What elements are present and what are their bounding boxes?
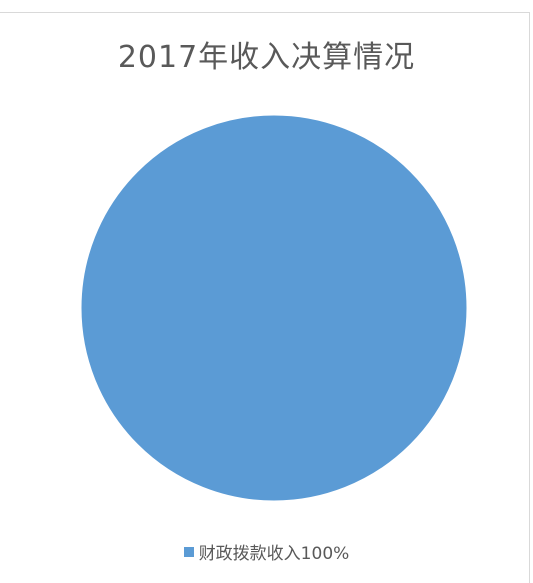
legend-label: 财政拨款收入100%: [198, 544, 350, 564]
pie-slices: [80, 114, 468, 502]
legend-item-0: 财政拨款收入100%: [183, 539, 350, 564]
chart-title: 2017年收入决算情况: [117, 40, 416, 75]
legend-swatch: [183, 546, 194, 557]
pie-slice-0: [80, 114, 468, 502]
chart-legend: 财政拨款收入100%: [0, 539, 533, 564]
